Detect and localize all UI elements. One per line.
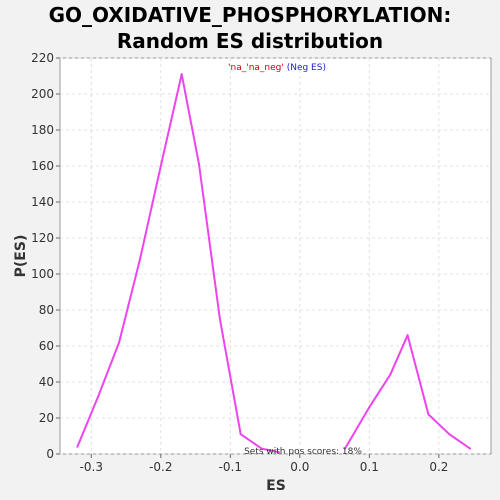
data-point — [180, 73, 183, 76]
y-tick-label: 160 — [31, 159, 54, 173]
data-point — [427, 413, 430, 416]
x-axis-label: ES — [266, 478, 286, 494]
annotation-top: 'na_'na_neg' (Neg ES) — [228, 63, 326, 73]
grid — [60, 57, 491, 455]
y-tick-label: 20 — [39, 411, 54, 425]
data-point — [198, 163, 201, 166]
annotation-bottom: Sets with pos scores: 18% — [244, 447, 362, 457]
y-tick-label: 0 — [46, 447, 54, 461]
data-point — [118, 341, 121, 344]
data-point — [138, 258, 141, 261]
y-tick-label: 40 — [39, 375, 54, 389]
y-tick-label: 140 — [31, 195, 54, 209]
series-layer — [76, 73, 472, 454]
annotation-top-part3: (Neg ES) — [284, 63, 326, 73]
y-tick-label: 60 — [39, 339, 54, 353]
annotation-top-part1: 'na_ — [228, 63, 247, 73]
y-tick-label: 80 — [39, 303, 54, 317]
data-point — [368, 406, 371, 409]
data-point — [469, 447, 472, 450]
y-tick-label: 220 — [31, 51, 54, 65]
data-point — [406, 334, 409, 337]
data-point — [76, 445, 79, 448]
x-tick-label: -0.3 — [80, 460, 103, 474]
y-tick-label: 100 — [31, 267, 54, 281]
x-tick-label: 0.2 — [429, 460, 448, 474]
y-tick-label: 180 — [31, 123, 54, 137]
x-tick-label: 0.1 — [360, 460, 379, 474]
x-tick-label: -0.2 — [149, 460, 172, 474]
plot-area — [59, 57, 492, 455]
y-axis-label: P(ES) — [13, 235, 29, 278]
annotation-top-part2: 'na_neg' — [246, 63, 284, 73]
y-tick-label: 120 — [31, 231, 54, 245]
data-point — [389, 373, 392, 376]
x-tick-label: -0.1 — [219, 460, 242, 474]
data-point — [239, 433, 242, 436]
data-point — [218, 318, 221, 320]
chart-title: GO_OXIDATIVE_PHOSPHORYLATION: Random ES … — [48, 3, 452, 53]
data-point — [159, 165, 162, 167]
y-tick-label: 200 — [31, 87, 54, 101]
data-point — [97, 395, 100, 398]
data-point — [260, 447, 263, 450]
axes: 0 20 40 60 80 100 120 140 160 180 200 220 -0.3 -0.2 -0… — [31, 51, 448, 474]
data-point — [344, 447, 347, 450]
x-tick-label: 0.0 — [290, 460, 309, 474]
data-point — [448, 433, 451, 436]
data-point — [277, 451, 280, 454]
